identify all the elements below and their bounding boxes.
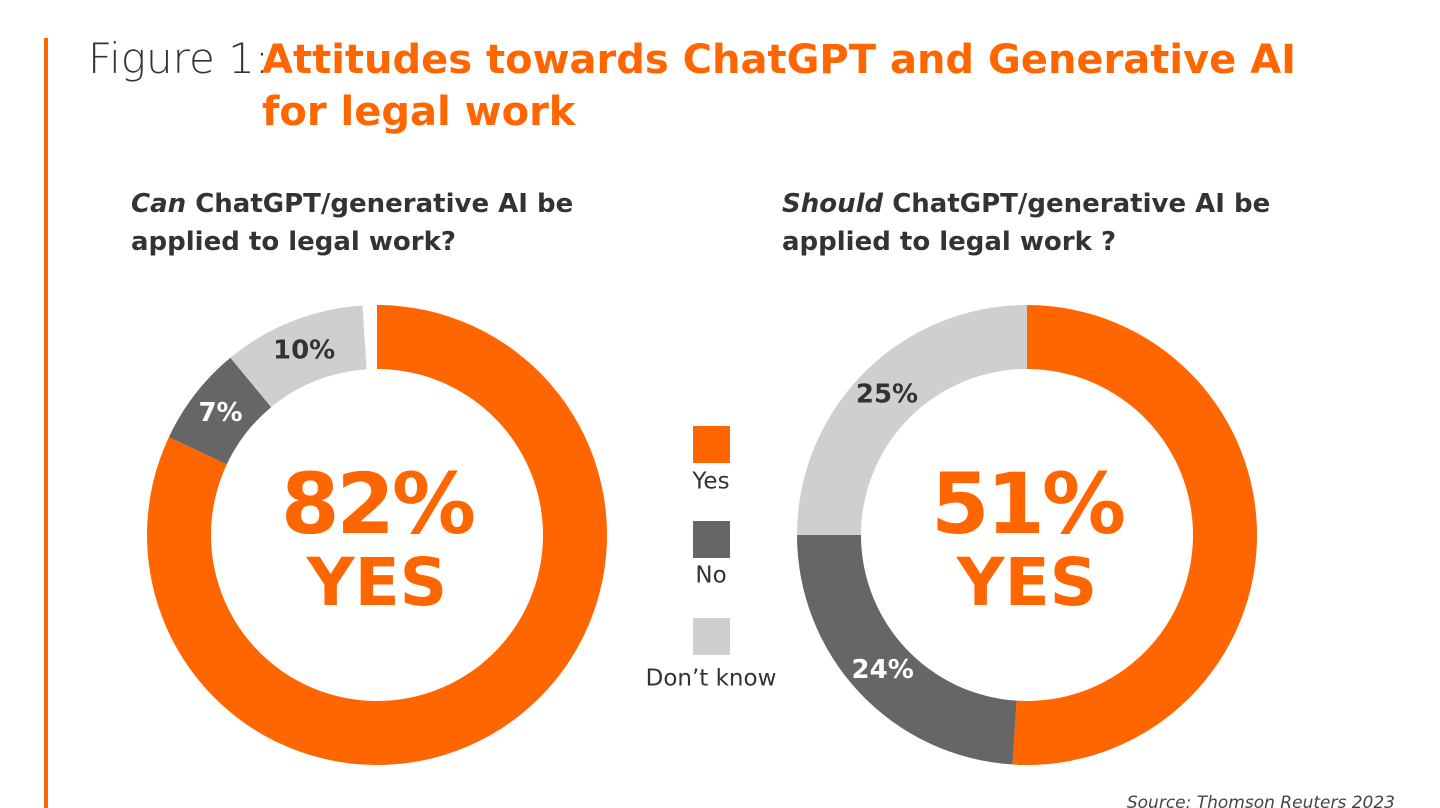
donut-segment: [797, 535, 1017, 765]
donut-segment: [1012, 305, 1257, 765]
legend-label: Don’t know: [646, 666, 777, 692]
chart-title: Attitudes towards ChatGPT and Generative…: [262, 37, 1297, 135]
segment-label: 10%: [273, 335, 335, 365]
subtitle: Should ChatGPT/generative AI be applied …: [782, 185, 1282, 261]
center-label: YES: [956, 544, 1097, 621]
donut-segment: [168, 357, 272, 465]
legend-swatch: [693, 521, 730, 558]
title-prefix: Figure 1:: [88, 34, 270, 83]
donut-segment: [230, 305, 367, 408]
legend-label: No: [695, 563, 726, 589]
center-value: 82%: [281, 455, 474, 553]
segment-label: 24%: [852, 655, 914, 685]
accent-bar: [44, 38, 48, 808]
center-label: YES: [306, 544, 447, 621]
subtitle-text: ChatGPT/generative AI be applied to lega…: [782, 189, 1271, 257]
legend-swatch: [693, 618, 730, 655]
subtitle-text: ChatGPT/generative AI be applied to lega…: [131, 189, 574, 257]
segment-label: 25%: [856, 379, 918, 409]
subtitle-emphasis: Should: [782, 189, 884, 219]
subtitle-emphasis: Can: [131, 189, 187, 219]
donut-segment: [797, 305, 1027, 535]
segment-label: 7%: [198, 398, 242, 428]
legend-label: Yes: [691, 469, 729, 495]
subtitle: Can ChatGPT/generative AI be applied to …: [131, 185, 581, 261]
center-value: 51%: [931, 455, 1124, 553]
source-note: Source: Thomson Reuters 2023: [1127, 793, 1395, 808]
legend-swatch: [693, 426, 730, 463]
